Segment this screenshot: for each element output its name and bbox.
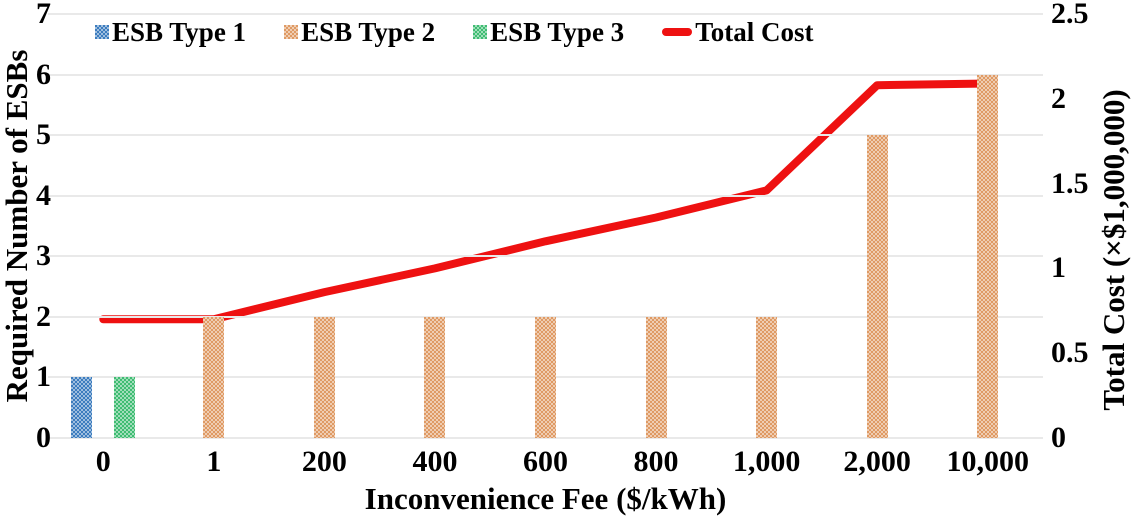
total-cost-line bbox=[99, 79, 992, 324]
x-tick-label: 0 bbox=[95, 445, 111, 478]
gridline bbox=[48, 255, 1043, 258]
legend-swatch-esb-type-1 bbox=[95, 25, 109, 39]
bar-esb-type-2-fee-200 bbox=[313, 316, 335, 438]
x-tick-label: 1,000 bbox=[732, 445, 801, 478]
gridline bbox=[48, 437, 1043, 439]
y-tick-label-left: 6 bbox=[36, 57, 51, 91]
y-axis-title-left: Required Number of ESBs bbox=[0, 49, 34, 403]
bar-esb-type-2-fee-600 bbox=[535, 316, 556, 438]
y-tick-label-left: 4 bbox=[36, 178, 51, 212]
plot-area bbox=[48, 13, 1043, 439]
y-tick-label-left: 2 bbox=[36, 299, 51, 333]
bar-esb-type-2-fee-400 bbox=[424, 316, 446, 438]
gridline bbox=[48, 13, 1043, 15]
gridline bbox=[48, 73, 1043, 76]
legend-label: Total Cost bbox=[695, 17, 814, 47]
bar-esb-type-2-fee-2-000 bbox=[866, 135, 888, 438]
x-tick-label: 600 bbox=[523, 445, 568, 478]
legend-item-esb-type-3: ESB Type 3 bbox=[473, 17, 624, 47]
gridline bbox=[48, 315, 1043, 318]
legend-label: ESB Type 1 bbox=[112, 17, 247, 47]
x-tick-label: 2,000 bbox=[843, 445, 911, 478]
gridline bbox=[48, 134, 1043, 137]
bar-esb-type-1-fee-0 bbox=[71, 377, 93, 438]
y-tick-label-right: 1 bbox=[1051, 251, 1066, 285]
bar-esb-type-2-fee-10-000 bbox=[977, 74, 999, 438]
legend-item-esb-type-2: ESB Type 2 bbox=[284, 17, 435, 47]
bar-esb-type-2-fee-1 bbox=[203, 316, 225, 438]
bar-esb-type-2-fee-800 bbox=[645, 316, 667, 438]
legend-item-total-cost: Total Cost bbox=[662, 17, 813, 47]
x-tick-label: 10,000 bbox=[946, 445, 1029, 478]
y-tick-label-right: 0 bbox=[1051, 421, 1066, 454]
y-tick-label-left: 5 bbox=[36, 118, 51, 152]
y-tick-label-left: 1 bbox=[36, 360, 51, 394]
x-tick-label: 1 bbox=[206, 445, 222, 478]
y-tick-label-right: 2.5 bbox=[1051, 0, 1089, 30]
y-tick-label-left: 7 bbox=[36, 0, 51, 30]
y-tick-label-right: 2 bbox=[1051, 81, 1066, 115]
legend-item-esb-type-1: ESB Type 1 bbox=[95, 17, 246, 47]
y-tick-label-right: 1.5 bbox=[1051, 166, 1089, 200]
x-tick-label: 400 bbox=[412, 445, 458, 478]
legend-swatch-esb-type-2 bbox=[284, 25, 299, 39]
y-tick-label-left: 0 bbox=[36, 421, 51, 454]
legend-swatch-total-cost bbox=[662, 28, 693, 36]
x-tick-label: 200 bbox=[301, 445, 347, 478]
legend: ESB Type 1 ESB Type 2 ESB Type 3 Total Cost bbox=[95, 17, 813, 47]
legend-swatch-esb-type-3 bbox=[473, 25, 488, 39]
legend-label: ESB Type 2 bbox=[301, 17, 436, 47]
y-tick-label-left: 3 bbox=[36, 239, 51, 273]
x-tick-label: 800 bbox=[633, 445, 679, 478]
gridline bbox=[48, 194, 1043, 197]
y-tick-label-right: 0.5 bbox=[1051, 336, 1089, 370]
x-axis-title: Inconvenience Fee ($/kWh) bbox=[364, 481, 727, 516]
bar-esb-type-2-fee-1-000 bbox=[756, 316, 778, 438]
legend-label: ESB Type 3 bbox=[490, 17, 625, 47]
bar-esb-type-3-fee-0 bbox=[114, 377, 136, 438]
